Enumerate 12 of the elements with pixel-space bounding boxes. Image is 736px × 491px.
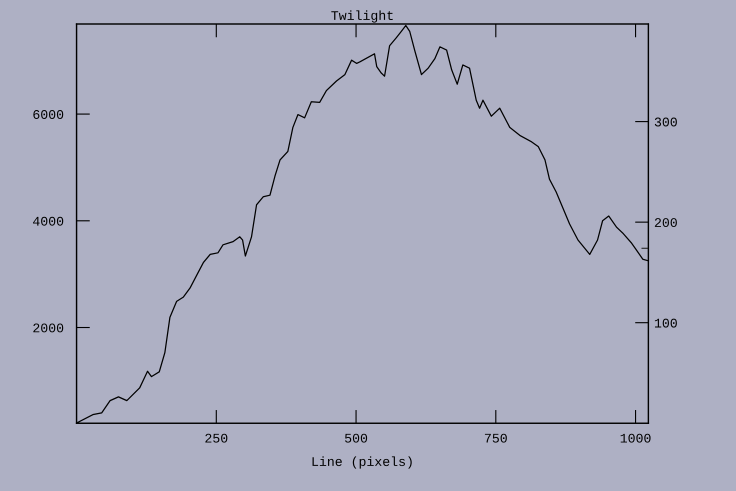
x-tick-label: 250: [205, 434, 228, 443]
chart-title: Twilight: [331, 10, 393, 23]
x-axis-title: Line (pixels): [312, 456, 412, 469]
y2-tick-label: 100: [654, 318, 677, 328]
x-tick-label: 500: [345, 434, 368, 443]
x-tick-label: 1000: [620, 434, 651, 443]
y-tick-label: 4000: [33, 216, 64, 226]
y2-tick-label: 200: [654, 218, 677, 228]
y-tick-label: 2000: [33, 323, 64, 332]
y-tick-label: 6000: [33, 110, 64, 119]
y2-tick-label: 300: [654, 118, 677, 127]
x-tick-label: 750: [484, 434, 507, 443]
